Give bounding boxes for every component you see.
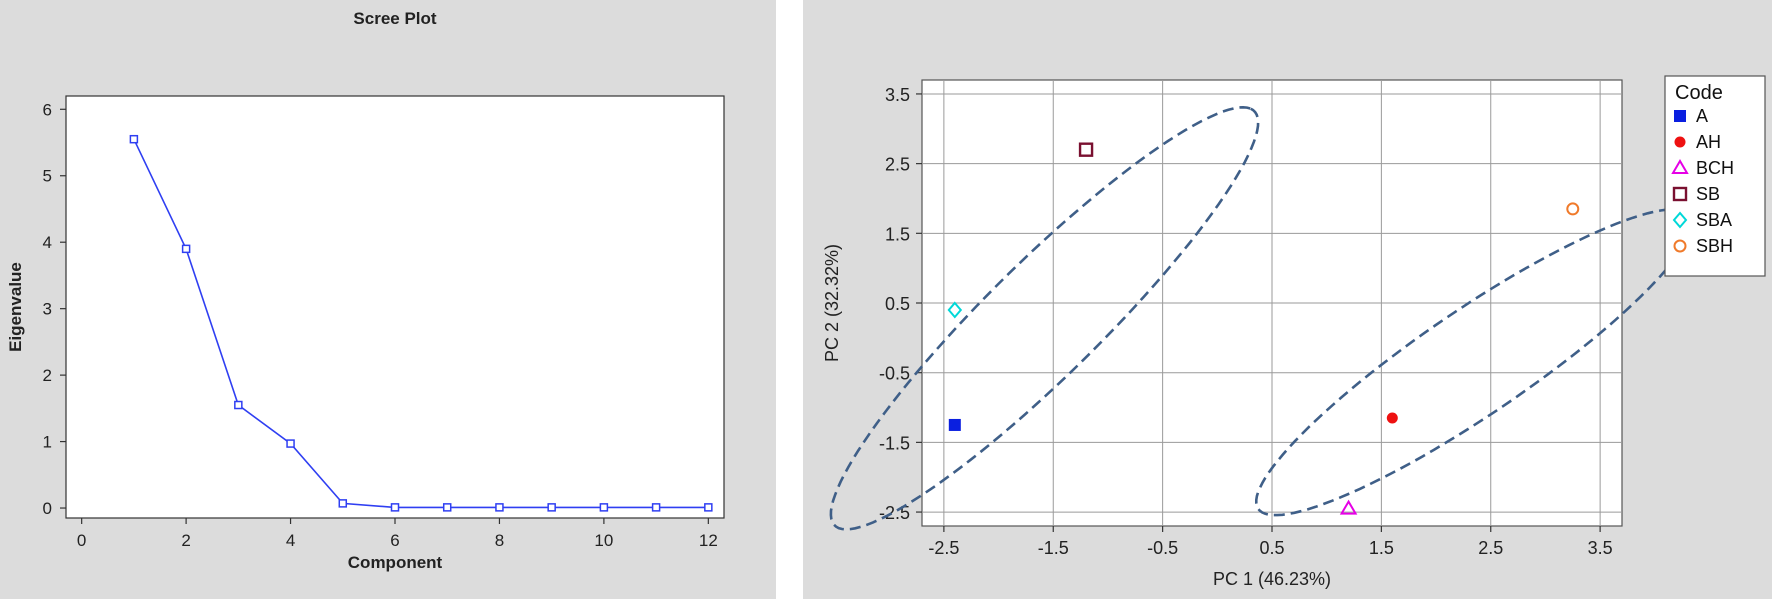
pca-y-axis-label: PC 2 (32.32%)	[822, 244, 842, 362]
scree-plot-area	[65, 95, 725, 519]
scree-y-tick-label: 4	[43, 233, 52, 252]
scree-y-tick-label: 6	[43, 100, 52, 119]
legend-box	[1664, 75, 1766, 277]
scree-point	[181, 244, 191, 254]
pca-x-tick-label: -2.5	[928, 538, 959, 558]
pca-x-tick-label: -1.5	[1038, 538, 1069, 558]
scree-point	[234, 400, 243, 410]
scree-y-tick-label: 3	[43, 300, 52, 319]
pca-y-tick-label: 1.5	[885, 224, 910, 244]
legend-marker-sb	[1672, 186, 1688, 202]
legend-label-sba: SBA	[1696, 210, 1732, 230]
pca-points	[947, 142, 1580, 515]
legend-label-sbh: SBH	[1696, 236, 1733, 256]
pca-ellipses	[829, 105, 1694, 531]
legend-label-ah: AH	[1696, 132, 1721, 152]
scree-point	[442, 503, 452, 512]
legend-title: Code	[1675, 82, 1723, 104]
pca-x-tick-label: 2.5	[1478, 538, 1503, 558]
pca-y-tick-label: -1.5	[879, 433, 910, 453]
point-bch	[1339, 499, 1358, 515]
legend-marker-ah	[1674, 136, 1686, 148]
scree-point	[704, 503, 713, 512]
scree-x-tick-label: 8	[495, 531, 504, 550]
legend-marker-sbh	[1673, 239, 1687, 253]
legend-label-sb: SB	[1696, 184, 1720, 204]
scree-y-tick-label: 0	[43, 499, 52, 518]
scree-point	[547, 503, 556, 512]
pca-x-tick-label: 0.5	[1259, 538, 1284, 558]
scree-title: Scree Plot	[353, 9, 436, 28]
scree-x-tick-label: 6	[390, 531, 399, 550]
scree-y-axis-label: Eigenvalue	[6, 262, 25, 352]
scree-point	[495, 503, 504, 512]
legend-marker-sba	[1672, 211, 1688, 229]
legend-label-bch: BCH	[1696, 158, 1734, 178]
legend-marker-bch	[1671, 159, 1689, 174]
scree-x-tick-label: 0	[77, 531, 86, 550]
scree-point	[599, 503, 609, 512]
scree-series-line	[133, 138, 709, 509]
pca-y-tick-label: 2.5	[885, 155, 910, 175]
pca-grid	[922, 80, 1622, 526]
scree-point	[129, 134, 139, 144]
scree-x-axis-label: Component	[348, 553, 443, 572]
pca-x-axis-label: PC 1 (46.23%)	[1213, 569, 1331, 589]
scree-y-tick-label: 1	[43, 433, 52, 452]
pca-x-tick-label: 1.5	[1369, 538, 1394, 558]
pca-panel: -2.5 -1.5 -0.5 0.5 1.5 2.5 3.5 -2.5 -1.5 -0.5 0.5…	[803, 0, 1772, 599]
scree-y-ticks: 0 1 2 3 4 5 6	[43, 100, 66, 518]
point-sbh	[1566, 202, 1580, 216]
pca-legend: Code A AH BCH SB SBA SBH	[1664, 75, 1766, 277]
scree-x-tick-label: 2	[181, 531, 190, 550]
point-a	[948, 418, 961, 431]
legend-label-a: A	[1696, 106, 1708, 126]
point-sba	[947, 301, 963, 319]
scree-x-ticks: 0 2 4 6 8 10 12	[77, 518, 718, 550]
scree-y-tick-label: 5	[43, 167, 52, 186]
scree-point	[390, 503, 400, 512]
confidence-ellipse	[829, 105, 1260, 531]
point-ah	[1386, 412, 1398, 424]
legend-items: A AH BCH SB SBA SBH	[1671, 106, 1734, 256]
pca-y-tick-label: 0.5	[885, 294, 910, 314]
legend-marker-a	[1674, 110, 1686, 122]
point-sb	[1078, 142, 1094, 157]
scree-x-tick-label: 10	[594, 531, 613, 550]
scree-y-tick-label: 2	[43, 366, 52, 385]
pca-x-tick-label: 3.5	[1588, 538, 1613, 558]
pca-y-tick-label: 3.5	[885, 85, 910, 105]
scree-point	[286, 439, 295, 448]
scree-points	[129, 134, 713, 512]
pca-y-ticks: -2.5-1.5-0.50.51.52.53.5	[879, 85, 922, 523]
scree-point	[338, 499, 348, 508]
pca-y-tick-label: -0.5	[879, 364, 910, 384]
scree-point	[651, 503, 661, 512]
scree-x-tick-label: 12	[699, 531, 718, 550]
pca-x-tick-label: -0.5	[1147, 538, 1178, 558]
confidence-ellipse	[1255, 207, 1694, 517]
pca-x-ticks: -2.5 -1.5 -0.5 0.5 1.5 2.5 3.5	[928, 526, 1613, 558]
scree-x-tick-label: 4	[286, 531, 295, 550]
